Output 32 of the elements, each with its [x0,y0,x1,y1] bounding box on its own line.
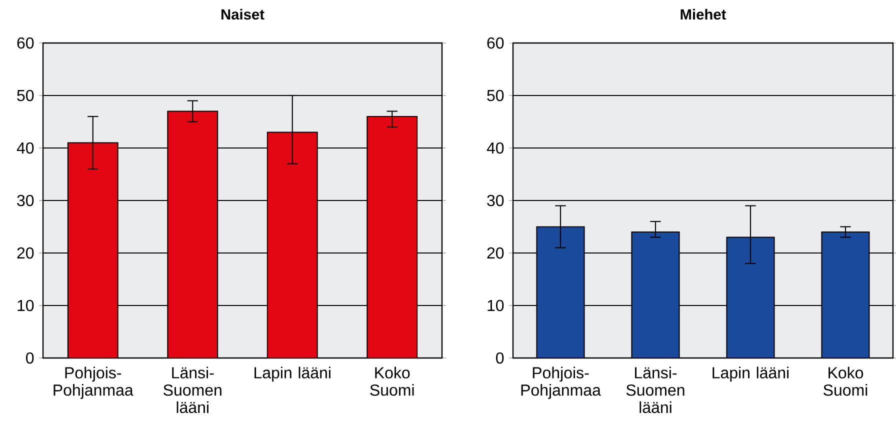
y-tick-label: 0 [26,352,34,364]
chart-title: Miehet [680,8,726,20]
bar [266,132,318,358]
y-tick-label: 60 [17,37,34,49]
y-tick-label: 10 [488,300,504,312]
bar [167,110,218,358]
bar [536,226,585,358]
y-tick-label: 50 [17,90,34,102]
chart-title: Naiset [221,8,264,20]
bar [67,142,118,358]
x-tick-label: Koko Suomi [824,366,868,396]
y-tick-label: 60 [487,37,504,49]
x-tick-label: Länsi-Suomen lääni [626,366,684,414]
y-tick-label: 20 [487,247,504,259]
y-tick-label: 30 [17,194,34,206]
x-tick-label: Pohjois-Pohjanmaa [54,366,134,399]
y-tick-label: 20 [17,247,34,259]
y-tick-label: 50 [487,90,504,102]
y-tick-label: 0 [496,352,504,364]
y-tick-label: 40 [16,142,34,154]
bar [726,236,775,358]
x-tick-label: Länsi-Suomen lääni [164,366,222,414]
y-tick-label: 30 [487,194,504,206]
x-tick-label: Lapin lääni [254,366,330,382]
bar [821,231,870,358]
bar [366,116,418,358]
bar [631,231,680,358]
x-tick-label: Pohjois-Pohjanmaa [521,366,601,399]
y-tick-label: 10 [18,300,34,312]
y-tick-label: 40 [486,142,504,154]
x-tick-label: Lapin lääni [712,366,789,382]
x-tick-label: Koko Suomi [370,366,414,396]
